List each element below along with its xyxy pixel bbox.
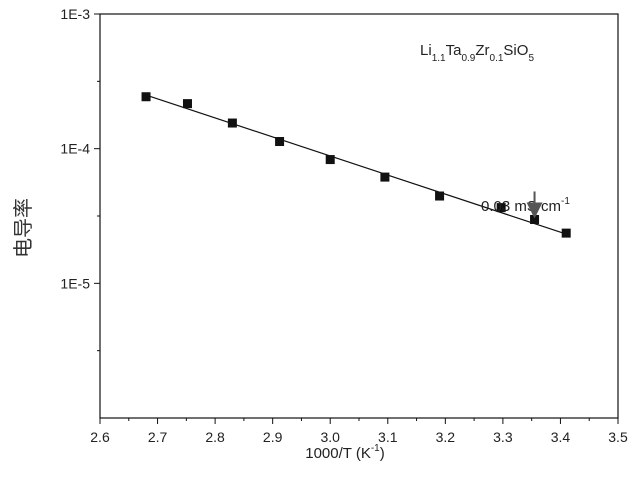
data-point (326, 155, 335, 164)
y-tick-label: 1E-3 (60, 6, 90, 22)
data-point (380, 173, 389, 182)
annotation-text: 0.03 mS cm-1 (481, 196, 570, 215)
axis-ticks (94, 14, 618, 424)
legend-entry: Li1.1Ta0.9Zr0.1SiO5 (420, 42, 534, 64)
x-axis-title: 1000/T (K-1) (305, 443, 385, 462)
data-point (275, 137, 284, 146)
data-point (530, 215, 539, 224)
annotation: 0.03 mS cm-1 (481, 191, 570, 215)
x-tick-label: 2.9 (263, 429, 283, 445)
data-point (142, 92, 151, 101)
plot-frame (100, 14, 618, 418)
x-tick-label: 2.7 (148, 429, 168, 445)
x-tick-label: 3.3 (493, 429, 513, 445)
data-point (562, 229, 571, 238)
x-tick-label: 2.8 (205, 429, 225, 445)
y-tick-label: 1E-4 (60, 141, 90, 157)
x-tick-label: 3.5 (608, 429, 628, 445)
data-point (228, 119, 237, 128)
x-tick-label: 3.2 (436, 429, 456, 445)
x-tick-label: 3.4 (551, 429, 571, 445)
data-point (435, 192, 444, 201)
x-tick-label: 3.1 (378, 429, 398, 445)
x-tick-label: 3.0 (320, 429, 340, 445)
data-point (183, 99, 192, 108)
x-tick-labels: 2.6 2.7 2.8 2.9 3.0 3.1 3.2 3.3 3.4 3.5 (90, 429, 628, 445)
y-tick-label: 1E-5 (60, 275, 90, 291)
x-tick-label: 2.6 (90, 429, 110, 445)
y-tick-labels: 1E-3 1E-4 1E-5 (60, 6, 90, 291)
y-axis-title: 电导率 (12, 198, 35, 258)
